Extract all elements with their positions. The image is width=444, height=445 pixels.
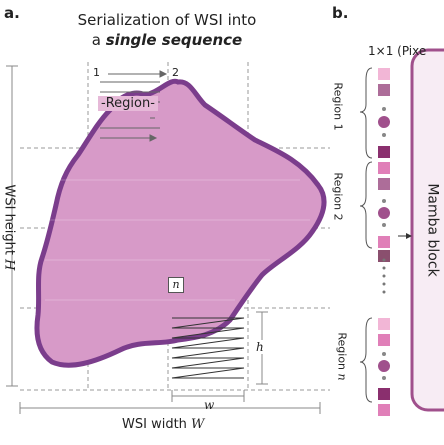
region-1-label: Region 1	[331, 82, 345, 131]
mamba-block-label: Mamba block	[424, 183, 441, 277]
wsi-width-label: WSI width W	[122, 417, 205, 432]
w-dimension	[171, 390, 245, 402]
width-dimension	[19, 402, 321, 414]
region-label: -Region-	[98, 96, 158, 111]
h-label: h	[256, 340, 264, 354]
region-braces	[359, 67, 373, 403]
mamba-block-frame	[410, 48, 444, 412]
region-1-tokens	[378, 68, 390, 158]
height-dimension	[6, 65, 18, 387]
tissue-texture	[45, 179, 310, 301]
tissue-slide	[34, 78, 327, 368]
patch-size-label: 1×1 (Pixe	[368, 44, 427, 58]
region-n-side-label: Region n	[335, 332, 349, 381]
region-2-tokens	[378, 162, 390, 262]
region-n-tokens	[378, 318, 390, 416]
panel-a-label: a.	[4, 4, 20, 22]
step-2-label: 2	[172, 66, 179, 79]
title-line-2: a single sequence	[91, 31, 243, 49]
zigzag-scan	[171, 317, 245, 379]
title-line-1: Serialization of WSI into	[77, 11, 257, 29]
step-1-label: 1	[93, 66, 100, 79]
wsi-height-label: WSI height H	[1, 184, 17, 271]
w-label: w	[204, 398, 215, 412]
scan-path	[100, 70, 168, 142]
panel-a-title: Serialization of WSI into a single seque…	[52, 10, 282, 50]
region-2-label: Region 2	[331, 172, 345, 221]
panel-b-label: b.	[332, 4, 349, 22]
region-n-label: n	[168, 277, 184, 293]
ellipsis-dots	[382, 258, 386, 294]
title-emphasis: single sequence	[105, 31, 243, 49]
